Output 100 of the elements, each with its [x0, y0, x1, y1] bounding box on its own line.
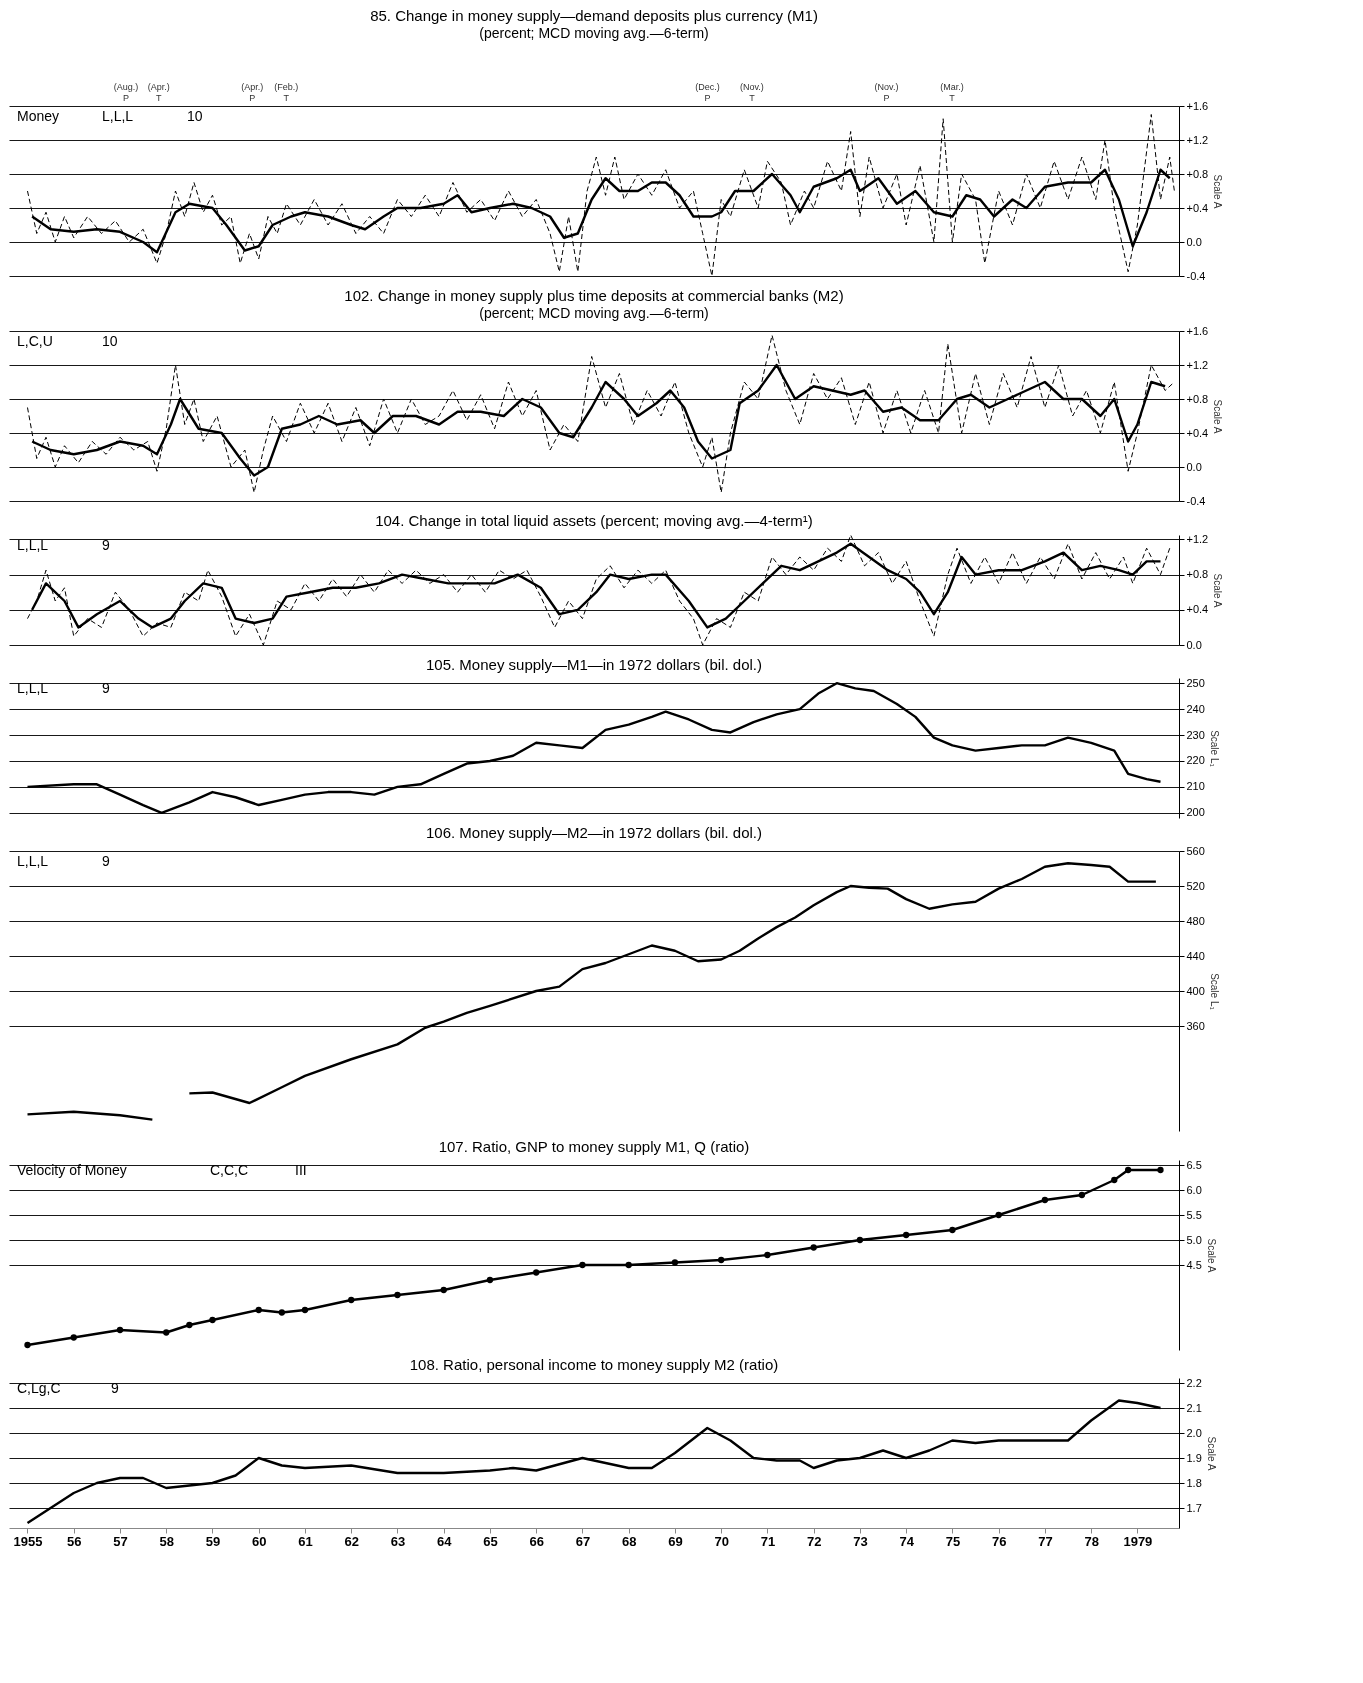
y-tick-label: +0.8 [1186, 392, 1209, 405]
y-tick-label: 230 [1186, 728, 1205, 741]
annotation: Money [17, 108, 60, 124]
annotation: 9 [102, 680, 110, 696]
y-tick-label: +1.2 [1186, 532, 1209, 545]
text: (Feb.) T [274, 82, 299, 103]
annotation: 10 [102, 333, 118, 349]
annotation: C,Lg,C [17, 1380, 61, 1396]
x-tick-label: 65 [483, 1533, 498, 1549]
chart-title: 104. Change in total liquid assets (percent; moving avg.—4-term¹) [375, 512, 813, 530]
y-tick-label: 2.2 [1186, 1376, 1202, 1389]
x-tick-label: 1979 [1123, 1533, 1153, 1549]
y-tick-label: 560 [1186, 844, 1205, 857]
x-tick-label: 59 [205, 1533, 221, 1549]
x-tick-label: 66 [529, 1533, 544, 1549]
annotation: L,L,L [17, 680, 49, 696]
y-tick-label: 5.0 [1186, 1233, 1202, 1246]
x-tick-label: 62 [344, 1533, 359, 1549]
y-tick-label: 210 [1186, 780, 1205, 793]
y-tick-label: 0.0 [1186, 638, 1202, 651]
annotation: L,L,L [102, 108, 134, 124]
x-tick-label: 1955 [13, 1533, 43, 1549]
y-axis-title: Scale A [1212, 174, 1224, 209]
x-tick-label: 73 [853, 1533, 868, 1549]
x-tick-label: 67 [575, 1533, 591, 1549]
annotation: L,L,L [17, 537, 49, 553]
x-tick-label: 76 [991, 1533, 1007, 1549]
y-tick-label: +0.8 [1186, 167, 1209, 180]
annotation: 10 [187, 108, 203, 124]
y-tick-label: +0.4 [1186, 201, 1209, 214]
y-tick-label: 250 [1186, 676, 1205, 689]
annotation: 9 [111, 1380, 119, 1396]
chart-title: 107. Ratio, GNP to money supply M1, Q (ratio) [438, 1138, 750, 1155]
y-tick-label: 2.1 [1186, 1401, 1202, 1414]
annotation: L,L,L [17, 853, 49, 869]
text: (Mar.) T [940, 82, 964, 103]
chart-subtitle: (percent; MCD moving avg.—6-term) [479, 25, 709, 41]
x-tick-label: 74 [899, 1533, 915, 1549]
annotation: 9 [102, 537, 110, 553]
y-tick-label: 480 [1186, 914, 1205, 927]
y-tick-label: +0.4 [1186, 426, 1209, 439]
chart-title: 106. Money supply—M2—in 1972 dollars (bil. dol.) [426, 824, 762, 841]
y-tick-label: 240 [1186, 702, 1205, 715]
y-tick-label: +0.8 [1186, 568, 1209, 581]
x-tick-label: 56 [67, 1533, 82, 1549]
y-tick-label: +1.6 [1186, 99, 1209, 112]
y-tick-label: 2.0 [1186, 1426, 1202, 1439]
chart-title: 85. Change in money supply—demand deposits plus currency (M1) [370, 7, 818, 24]
chart-title: 108. Ratio, personal income to money supply M2 (ratio) [409, 1356, 779, 1373]
y-axis-title: Scale L₁ [1208, 730, 1220, 768]
y-tick-label: 4.5 [1186, 1258, 1202, 1271]
text: (Aug.) P [113, 82, 139, 103]
x-tick-label: 72 [806, 1533, 822, 1549]
y-tick-label: +0.4 [1186, 603, 1209, 616]
y-axis-title: Scale A [1205, 1436, 1217, 1471]
y-tick-label: +1.2 [1186, 133, 1209, 146]
annotation: Velocity of Money [17, 1162, 127, 1178]
y-tick-label: 6.0 [1186, 1183, 1202, 1196]
y-axis-title: Scale A [1205, 1238, 1217, 1273]
y-tick-label: 360 [1186, 1019, 1205, 1032]
y-tick-label: +1.2 [1186, 358, 1209, 371]
text: (Nov.) P [874, 82, 899, 103]
chart-title: 102. Change in money supply plus time deposits at commercial banks (M2) [344, 287, 844, 304]
y-axis-title: Scale L₁ [1208, 973, 1220, 1011]
x-tick-label: 57 [113, 1533, 128, 1549]
annotation: C,C,C [210, 1162, 249, 1178]
y-tick-label: 5.5 [1186, 1208, 1202, 1221]
x-tick-label: 70 [714, 1533, 729, 1549]
x-tick-label: 63 [390, 1533, 406, 1549]
y-tick-label: 200 [1186, 806, 1205, 819]
x-tick-label: 75 [945, 1533, 961, 1549]
x-tick-label: 61 [298, 1533, 313, 1549]
y-tick-label: 440 [1186, 949, 1205, 962]
x-tick-label: 64 [436, 1533, 453, 1549]
y-tick-label: 0.0 [1186, 460, 1202, 473]
x-tick-label: 71 [760, 1533, 776, 1549]
text: (Apr.) T [147, 82, 170, 103]
y-tick-label: 6.5 [1186, 1158, 1202, 1171]
y-tick-label: 1.7 [1186, 1501, 1202, 1514]
text: (Apr.) P [241, 82, 264, 103]
y-axis-title: Scale A [1212, 573, 1224, 608]
y-axis-title: Scale A [1212, 399, 1224, 434]
y-tick-label: 1.8 [1186, 1476, 1202, 1489]
y-tick-label: -0.4 [1186, 494, 1206, 507]
y-tick-label: 220 [1186, 754, 1205, 767]
x-tick-label: 78 [1084, 1533, 1099, 1549]
y-tick-label: 1.9 [1186, 1451, 1202, 1464]
x-tick-label: 60 [251, 1533, 267, 1549]
text: (Dec.) P [695, 82, 720, 103]
chart-subtitle: (percent; MCD moving avg.—6-term) [479, 305, 709, 321]
annotation: 9 [102, 853, 110, 869]
annotation: III [295, 1162, 307, 1178]
y-tick-label: 520 [1186, 879, 1205, 892]
x-tick-label: 58 [159, 1533, 174, 1549]
x-tick-label: 68 [621, 1533, 637, 1549]
chart-title: 105. Money supply—M1—in 1972 dollars (bil. dol.) [426, 656, 762, 674]
x-tick-label: 77 [1038, 1533, 1053, 1549]
y-tick-label: -0.4 [1186, 269, 1206, 282]
y-tick-label: 0.0 [1186, 235, 1202, 248]
y-tick-label: 400 [1186, 984, 1205, 997]
